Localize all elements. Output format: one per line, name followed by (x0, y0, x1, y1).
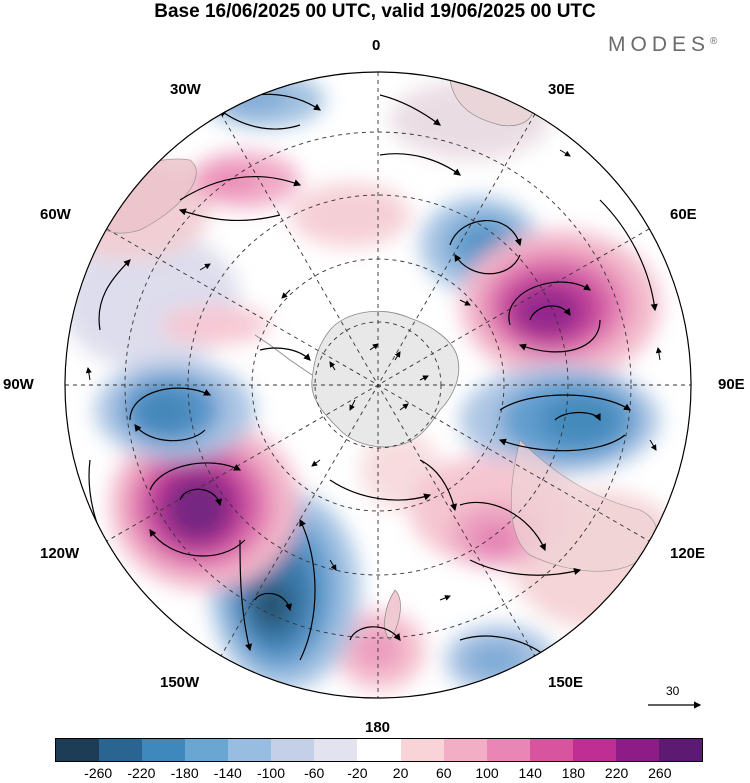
legend-tick-label: -180 (170, 765, 199, 781)
legend-swatch (314, 739, 358, 761)
legend-swatch (529, 739, 573, 761)
legend-tick-label: -60 (304, 765, 325, 781)
brand-name: MODES (608, 33, 711, 56)
lon-label-150e: 150E (548, 674, 584, 691)
legend-swatch (142, 739, 186, 761)
legend-tick-label: 20 (392, 765, 409, 781)
legend-tick-label: 260 (648, 765, 672, 781)
modes-logo: MODES® (608, 33, 717, 57)
lon-label-90w: 90W (3, 376, 34, 393)
legend-tick-label: -100 (256, 765, 286, 781)
legend-tick-label: 140 (518, 765, 542, 781)
lon-label-30w: 30W (170, 81, 201, 98)
legend-tick-label: 180 (561, 765, 586, 781)
legend-swatch (185, 739, 229, 761)
lon-label-30e: 30E (548, 81, 575, 98)
legend-tick-label: -140 (213, 765, 242, 781)
lon-label-0: 0 (372, 37, 381, 54)
legend-swatch (443, 739, 487, 761)
legend-swatch (271, 739, 315, 761)
legend-tick-label: 220 (604, 765, 629, 781)
legend-tick-label: 60 (436, 765, 452, 781)
antarctica-landmass (311, 311, 460, 448)
lon-label-120e: 120E (670, 545, 706, 562)
color-legend (55, 738, 703, 762)
legend-tick-label: -260 (84, 765, 113, 781)
legend-swatch (572, 739, 616, 761)
lon-label-120w: 120W (40, 545, 80, 562)
lon-label-180: 180 (365, 719, 391, 736)
legend-swatch (56, 739, 100, 761)
legend-tick-label: 100 (475, 765, 499, 781)
reference-vector-label: 30 (666, 684, 680, 698)
anomaly-field (65, 72, 691, 698)
lon-label-60w: 60W (40, 206, 71, 223)
lon-label-90e: 90E (718, 376, 745, 393)
legend-swatch (228, 739, 272, 761)
legend-tick-label: -20 (347, 765, 368, 781)
legend-tick-label: -220 (127, 765, 156, 781)
chart-title: Base 16/06/2025 00 UTC, valid 19/06/2025… (154, 1, 596, 22)
map-border (64, 71, 692, 699)
legend-swatch (658, 739, 702, 761)
legend-swatch (615, 739, 659, 761)
registered-mark: ® (710, 36, 718, 47)
lon-label-150w: 150W (160, 674, 200, 691)
legend-swatch (486, 739, 530, 761)
lon-label-60e: 60E (670, 206, 697, 223)
legend-swatch (99, 739, 143, 761)
legend-swatch (400, 739, 444, 761)
wind-vectors-small (85, 149, 662, 601)
legend-swatch (357, 739, 401, 761)
